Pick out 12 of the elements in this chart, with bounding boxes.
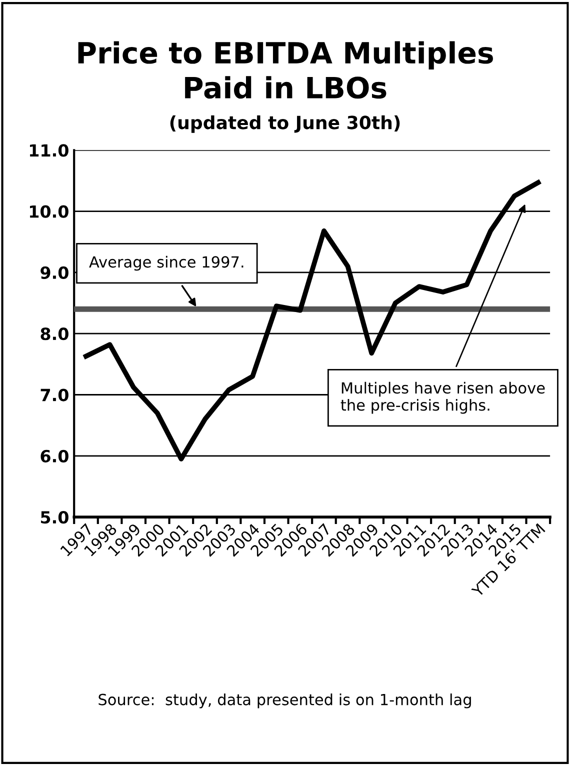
ref-line-label: Average since 1997.	[89, 256, 244, 271]
y-tick-label: 6.0	[40, 450, 68, 462]
y-tick-label: 8.0	[40, 328, 68, 340]
annotation: Multiples have risen above the pre-crisis highs.	[340, 382, 545, 414]
y-tick-label: 10.0	[30, 205, 68, 218]
chart-title: Price to EBITDA Multiples Paid in LBOs	[78, 41, 493, 99]
source-note: Source: study, data presented is on 1-month lag	[98, 693, 471, 708]
y-tick-label: 7.0	[40, 388, 68, 402]
chart-subtitle: (updated to June 30th)	[170, 115, 400, 133]
y-tick-label: 9.0	[40, 266, 68, 280]
y-tick-label: 11.0	[30, 144, 68, 157]
y-tick-label: 5.0	[41, 511, 68, 524]
